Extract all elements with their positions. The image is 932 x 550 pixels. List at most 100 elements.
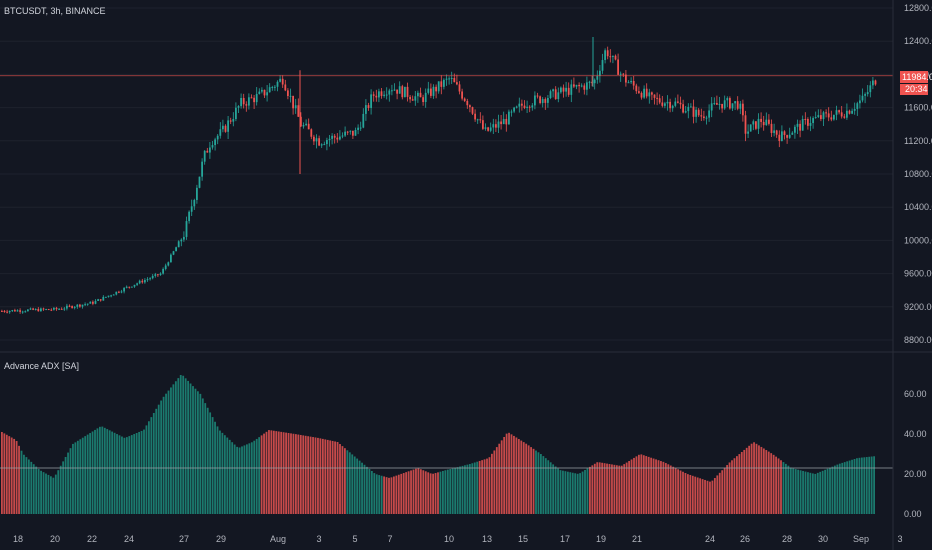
- adx-bar: [116, 434, 118, 514]
- candle-body: [778, 134, 781, 141]
- adx-bar: [324, 439, 327, 514]
- adx-bar: [461, 465, 464, 514]
- adx-bar: [375, 474, 378, 514]
- adx-bar: [76, 440, 79, 514]
- adx-bar: [42, 472, 45, 514]
- candle-body: [411, 99, 414, 101]
- candle-body: [211, 145, 214, 148]
- adx-bar: [647, 456, 650, 514]
- adx-bar: [69, 448, 72, 514]
- time-tick-label: 19: [596, 534, 606, 544]
- candle-body: [398, 86, 401, 94]
- candle-body: [198, 176, 201, 188]
- candle-body: [653, 94, 656, 98]
- adx-bar: [581, 471, 584, 514]
- adx-histogram[interactable]: [1, 375, 875, 514]
- adx-bar: [174, 381, 177, 514]
- time-tick-label: 5: [352, 534, 357, 544]
- adx-bar: [449, 469, 452, 514]
- candle-body: [526, 106, 528, 108]
- adx-bar: [118, 435, 121, 514]
- candle-body: [721, 103, 723, 109]
- candle-body: [638, 91, 640, 93]
- candle-body: [671, 105, 674, 109]
- candle-body: [222, 125, 224, 130]
- candle-body: [822, 112, 825, 120]
- adx-bar: [72, 443, 74, 514]
- candle-body: [843, 116, 846, 118]
- adx-bar: [238, 447, 241, 514]
- candle-body: [744, 115, 747, 134]
- adx-bar: [618, 465, 621, 514]
- adx-bar: [84, 436, 87, 514]
- price-tick-label: 10800.00: [904, 169, 932, 179]
- adx-bar: [30, 461, 33, 514]
- adx-bar: [339, 444, 341, 514]
- adx-bar: [466, 464, 469, 514]
- adx-bar: [471, 463, 474, 514]
- adx-bar: [660, 461, 662, 514]
- candle-body: [55, 307, 58, 310]
- candle-body: [557, 92, 560, 100]
- adx-bar: [628, 461, 630, 514]
- candle-body: [224, 125, 227, 132]
- adx-bar: [378, 475, 381, 514]
- candle-body: [435, 86, 437, 92]
- candle-body: [567, 87, 570, 95]
- adx-bar: [870, 456, 873, 514]
- adx-bar: [701, 479, 704, 514]
- candle-body: [443, 79, 445, 87]
- adx-axis[interactable]: 60.00 40.00 20.00 0.00: [904, 389, 927, 519]
- candle-body: [120, 291, 123, 293]
- candle-body: [632, 80, 635, 86]
- adx-bar: [689, 474, 692, 514]
- indicator-title[interactable]: Advance ADX [SA]: [4, 361, 79, 371]
- adx-bar: [407, 471, 410, 514]
- adx-bar: [863, 457, 866, 514]
- adx-bar: [831, 466, 834, 514]
- adx-bar: [13, 438, 16, 514]
- candle-body: [541, 99, 544, 104]
- adx-bar: [268, 430, 270, 514]
- candle-body: [458, 84, 461, 92]
- price-candles[interactable]: [1, 37, 877, 314]
- adx-bar: [846, 461, 849, 514]
- time-tick-label: 3: [316, 534, 321, 544]
- adx-bar: [138, 431, 140, 514]
- candle-body: [820, 115, 822, 120]
- adx-bar: [317, 437, 319, 514]
- adx-bar: [564, 471, 567, 514]
- candle-body: [268, 87, 271, 93]
- adx-tick-label: 60.00: [904, 389, 927, 399]
- candle-body: [42, 308, 45, 310]
- candle-body: [695, 109, 697, 117]
- candle-body: [666, 101, 669, 104]
- adx-bar: [706, 480, 709, 514]
- adx-bar: [160, 400, 163, 514]
- time-tick-label: 15: [518, 534, 528, 544]
- candle-body: [253, 97, 255, 103]
- adx-bar: [456, 467, 459, 514]
- adx-bar: [530, 447, 532, 514]
- adx-bar: [819, 471, 822, 514]
- adx-bar: [179, 375, 182, 514]
- candle-body: [432, 86, 435, 96]
- adx-bar: [829, 467, 831, 514]
- candle-body: [8, 310, 11, 313]
- adx-bar: [584, 470, 586, 514]
- candle-body: [76, 304, 79, 307]
- adx-bar: [15, 441, 18, 514]
- adx-bar: [826, 468, 829, 514]
- adx-bar: [417, 468, 420, 514]
- adx-bar: [728, 462, 731, 514]
- candle-body: [463, 98, 466, 101]
- adx-bar: [410, 470, 412, 514]
- candle-body: [297, 105, 300, 117]
- adx-bar: [307, 436, 310, 514]
- adx-bar: [287, 433, 290, 514]
- candle-body: [110, 295, 112, 297]
- time-axis[interactable]: 18 20 22 24 27 29 Aug 3 5 7 10 13 15 17 19 21 24 26 28 30 Se…: [13, 534, 903, 544]
- candle-body: [523, 105, 526, 108]
- candle-body: [562, 87, 565, 92]
